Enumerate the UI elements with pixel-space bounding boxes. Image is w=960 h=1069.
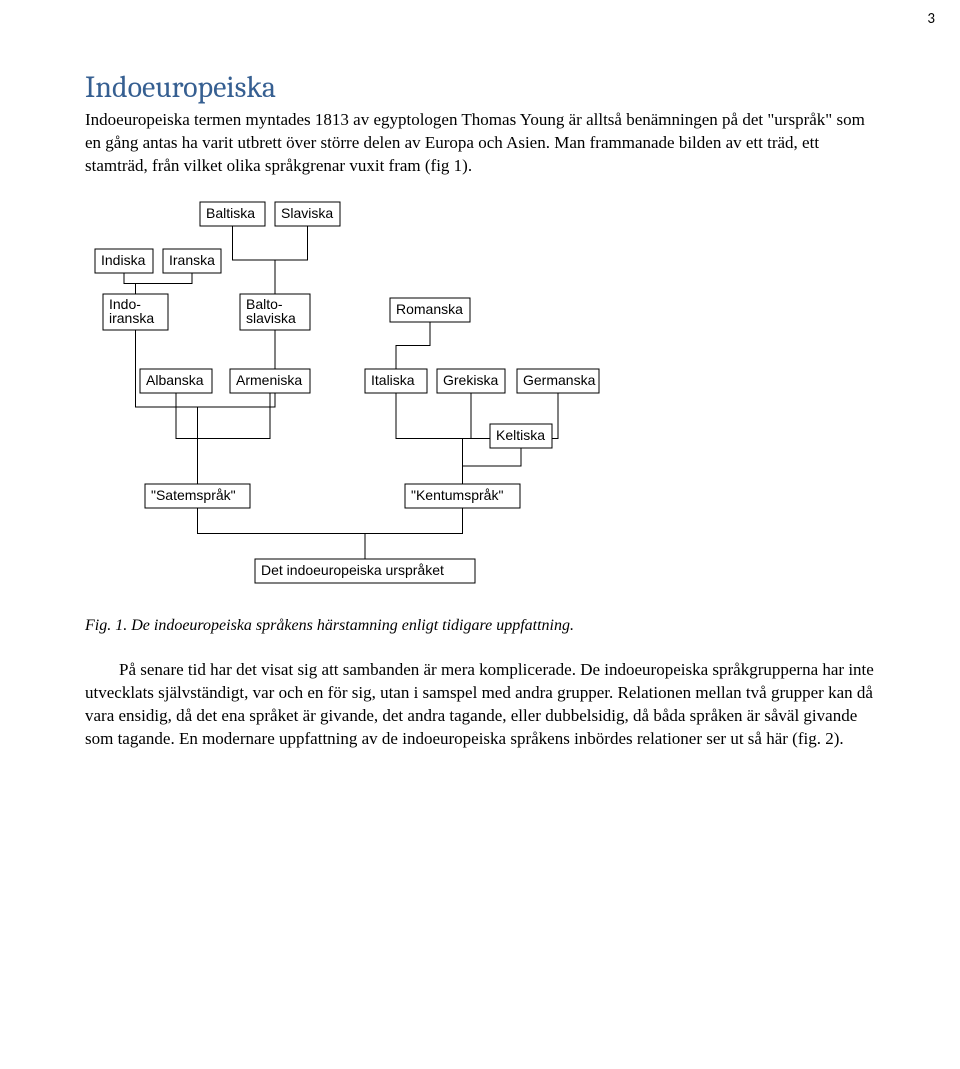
tree-edge <box>124 273 136 294</box>
page-title: Indoeuropeiska <box>85 70 875 105</box>
tree-node-label: Albanska <box>146 372 204 388</box>
tree-edge <box>365 508 463 559</box>
second-paragraph: På senare tid har det visat sig att samb… <box>85 659 875 751</box>
tree-node-label: Keltiska <box>496 427 545 443</box>
tree-edge <box>275 226 308 294</box>
tree-edge <box>198 330 276 484</box>
tree-node-label: Det indoeuropeiska urspråket <box>261 562 444 578</box>
tree-edge <box>136 330 198 484</box>
tree-node-label: Indiska <box>101 252 146 268</box>
tree-node-label: Grekiska <box>443 372 498 388</box>
figure-caption: Fig. 1. De indoeuropeiska språkens härst… <box>85 617 875 635</box>
tree-node-label: "Satemspråk" <box>151 487 236 503</box>
tree-edge <box>396 322 430 369</box>
tree-node-label: Slaviska <box>281 205 333 221</box>
tree-edge <box>198 508 366 559</box>
tree-edge <box>136 273 193 294</box>
intro-paragraph: Indoeuropeiska termen myntades 1813 av e… <box>85 109 875 178</box>
tree-node-label: Baltiska <box>206 205 255 221</box>
page: 3 Indoeuropeiska Indoeuropeiska termen m… <box>0 0 960 1069</box>
tree-node-label: Armeniska <box>236 372 302 388</box>
tree-svg: BaltiskaSlaviskaIndiskaIranskaIndo-irans… <box>85 194 645 594</box>
tree-edge <box>233 226 276 294</box>
tree-edge <box>463 448 522 484</box>
tree-edge <box>396 393 463 484</box>
tree-node-label: Iranska <box>169 252 215 268</box>
tree-node-label: Germanska <box>523 372 596 388</box>
tree-node-label: Romanska <box>396 301 463 317</box>
tree-node-label: Italiska <box>371 372 415 388</box>
page-number: 3 <box>927 10 935 28</box>
tree-node-label: "Kentumspråk" <box>411 487 503 503</box>
figure-1-tree: BaltiskaSlaviskaIndiskaIranskaIndo-irans… <box>85 194 875 599</box>
